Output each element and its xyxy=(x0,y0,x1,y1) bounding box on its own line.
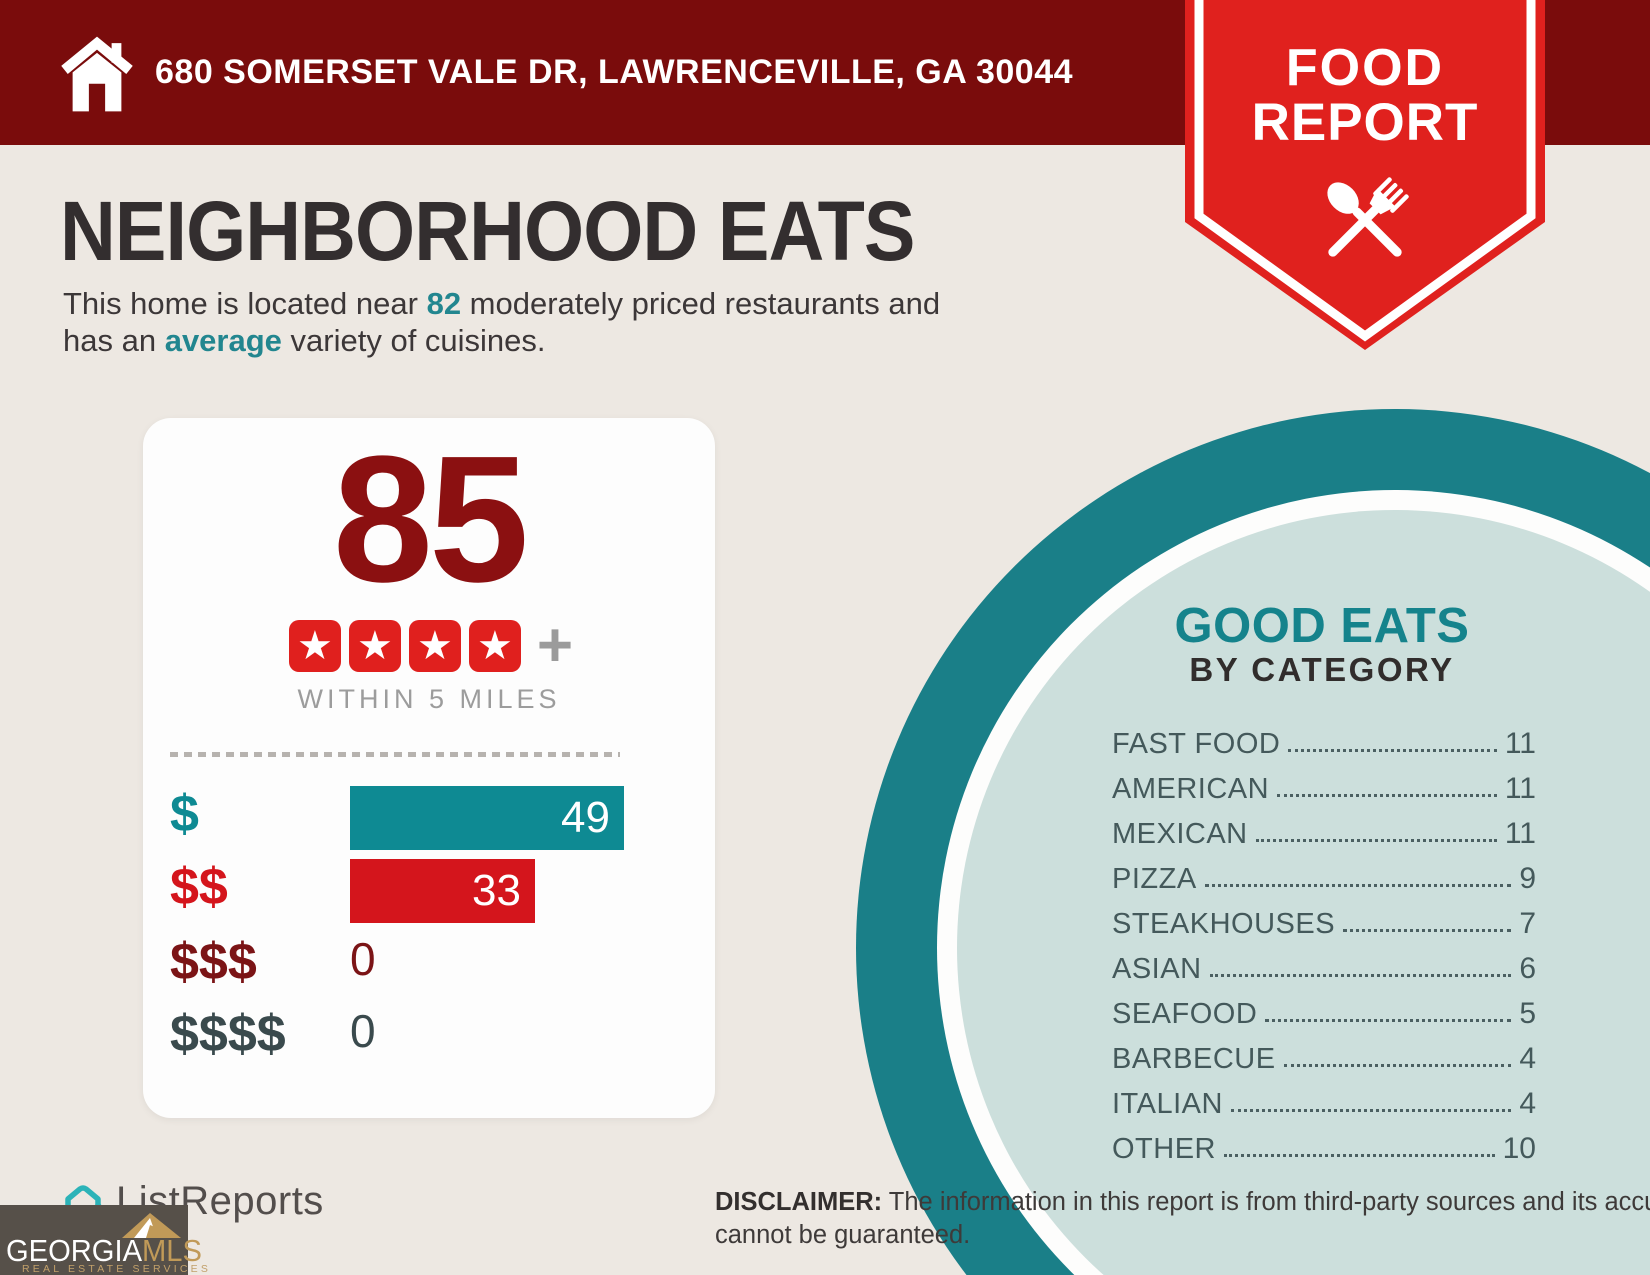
star-icon: ★ xyxy=(348,620,401,672)
bar-value: 33 xyxy=(472,866,521,915)
category-count: 5 xyxy=(1519,996,1536,1030)
dotted-leader xyxy=(1265,1019,1512,1022)
home-icon xyxy=(61,36,133,112)
category-count: 4 xyxy=(1519,1086,1536,1120)
category-row: SEAFOOD 5 xyxy=(1112,984,1536,1029)
category-row: OTHER 10 xyxy=(1112,1119,1536,1164)
score-card: 85 ★ ★ ★ ★ + WITHIN 5 MILES $49 $$ 33 $$$ 0 $$$$… xyxy=(143,418,715,1118)
price-level-label: $$$$ xyxy=(170,1005,286,1063)
dotted-leader xyxy=(1255,839,1497,842)
property-address: 680 SOMERSET VALE DR, LAWRENCEVILLE, GA … xyxy=(155,53,1074,91)
price-bar: 33 xyxy=(350,859,535,923)
dashed-divider xyxy=(170,752,620,757)
category-label: PIZZA xyxy=(1112,862,1197,895)
price-bar-row: $$$$ 0 xyxy=(143,1005,715,1062)
ribbon-banner-shape xyxy=(1185,0,1545,350)
category-label: STEAKHOUSES xyxy=(1112,907,1336,940)
variety-highlight: average xyxy=(164,323,282,359)
dotted-leader xyxy=(1288,749,1497,752)
star-icon: ★ xyxy=(468,620,521,672)
food-report-ribbon: FOOD REPORT xyxy=(1185,0,1545,350)
dotted-leader xyxy=(1277,794,1497,797)
price-bar: 49 xyxy=(350,786,624,850)
bar-value: 49 xyxy=(561,793,610,842)
price-level-label: $ xyxy=(170,785,199,843)
category-count: 7 xyxy=(1519,906,1536,940)
category-label: SEAFOOD xyxy=(1112,997,1258,1030)
disclaimer: DISCLAIMER: The information in this repo… xyxy=(715,1186,1650,1251)
mls-tagline: REAL ESTATE SERVICES xyxy=(22,1263,212,1275)
crossed-spoon-fork-icon xyxy=(1327,177,1409,257)
mls-wordmark: GEORGIAMLS xyxy=(6,1233,202,1269)
category-row: STEAKHOUSES 7 xyxy=(1112,894,1536,939)
page-title: NEIGHBORHOOD EATS xyxy=(60,184,915,278)
category-row: MEXICAN 11 xyxy=(1112,804,1536,849)
category-label: AMERICAN xyxy=(1112,772,1270,805)
intro-line1-pre: This home is located near xyxy=(63,286,427,321)
dotted-leader xyxy=(1343,929,1512,932)
dotted-leader xyxy=(1224,1154,1495,1157)
category-count: 11 xyxy=(1504,816,1536,850)
dotted-leader xyxy=(1283,1064,1512,1067)
category-label: OTHER xyxy=(1112,1132,1216,1165)
radius-label: WITHIN 5 MILES xyxy=(297,684,561,714)
star-icon: ★ xyxy=(408,620,461,672)
mls-roof-icon xyxy=(122,1213,181,1238)
category-label: ASIAN xyxy=(1112,952,1202,985)
price-level-label: $$$ xyxy=(170,933,257,991)
price-level-label: $$ xyxy=(170,858,228,916)
intro-text-line1: This home is located near 82 moderately … xyxy=(63,285,940,322)
intro-text: This home is located near 82 moderately … xyxy=(63,285,940,359)
category-count: 10 xyxy=(1502,1131,1536,1165)
category-label: MEXICAN xyxy=(1112,817,1248,850)
ribbon-title-line2: REPORT xyxy=(1251,93,1479,152)
category-list: FAST FOOD 11 AMERICAN 11 MEXICAN 11 PIZZA 9 STEA… xyxy=(1112,714,1536,1164)
restaurant-score: 85 xyxy=(332,419,529,620)
disclaimer-label: DISCLAIMER: xyxy=(715,1188,883,1216)
category-row: AMERICAN 11 xyxy=(1112,759,1536,804)
intro-line1-post: moderately priced restaurants and xyxy=(461,286,941,321)
disclaimer-text: The information in this report is from t… xyxy=(715,1188,1650,1249)
category-count: 4 xyxy=(1519,1041,1536,1075)
price-bar-row: $$$ 0 xyxy=(143,933,715,990)
restaurant-count: 82 xyxy=(426,286,462,321)
category-count: 11 xyxy=(1504,726,1536,760)
good-eats-subtitle: BY CATEGORY xyxy=(1189,651,1455,688)
category-label: ITALIAN xyxy=(1112,1087,1223,1120)
star-rating-icons: ★ ★ ★ ★ xyxy=(285,620,525,672)
category-count: 6 xyxy=(1519,951,1536,985)
category-row: PIZZA 9 xyxy=(1112,849,1536,894)
category-count: 11 xyxy=(1504,771,1536,805)
intro-text-line2: has an average variety of cuisines. xyxy=(63,322,940,359)
star-rating: ★ ★ ★ ★ + xyxy=(143,611,715,680)
plus-sign: + xyxy=(536,611,574,680)
bar-value-zero: 0 xyxy=(350,933,376,985)
ribbon-title-line1: FOOD xyxy=(1285,39,1445,97)
price-bar-row: $49 xyxy=(143,785,715,850)
category-row: ITALIAN 4 xyxy=(1112,1074,1536,1119)
category-count: 9 xyxy=(1519,861,1536,895)
dotted-leader xyxy=(1230,1109,1512,1112)
category-row: ASIAN 6 xyxy=(1112,939,1536,984)
ribbon-title: FOOD REPORT xyxy=(1185,42,1545,149)
mls-wordmark-georgia: GEORGIA xyxy=(6,1233,143,1268)
star-icon: ★ xyxy=(288,620,341,672)
dotted-leader xyxy=(1209,974,1512,977)
georgia-mls-logo: GEORGIAMLS REAL ESTATE SERVICES xyxy=(0,1205,208,1275)
price-bar-row: $$ 33 xyxy=(143,858,715,923)
bar-value-zero: 0 xyxy=(350,1005,376,1057)
category-label: BARBECUE xyxy=(1112,1042,1276,1075)
mls-wordmark-mls: MLS xyxy=(142,1233,202,1268)
intro-line2-post: variety of cuisines. xyxy=(281,323,546,359)
category-label: FAST FOOD xyxy=(1112,727,1281,760)
category-row: BARBECUE 4 xyxy=(1112,1029,1536,1074)
dotted-leader xyxy=(1204,884,1512,887)
intro-line2-pre: has an xyxy=(63,323,165,359)
good-eats-title: GOOD EATS xyxy=(1174,599,1470,653)
category-row: FAST FOOD 11 xyxy=(1112,714,1536,759)
